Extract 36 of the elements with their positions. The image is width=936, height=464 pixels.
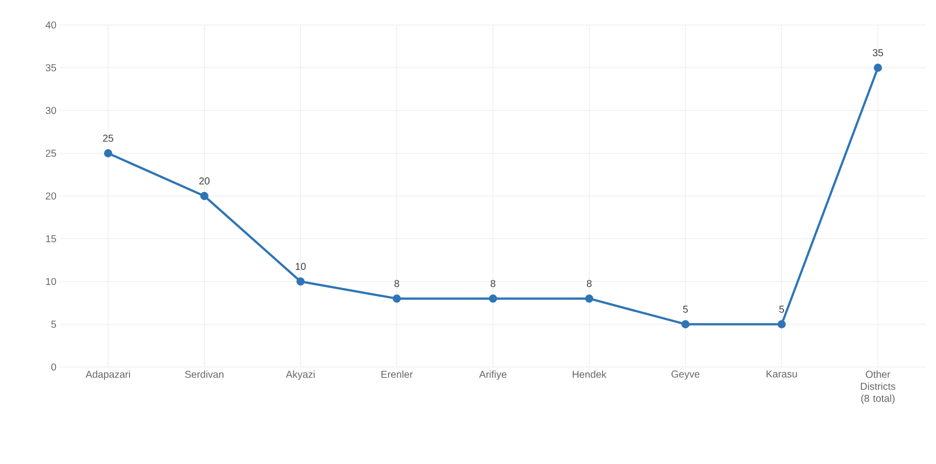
- data-label: 25: [103, 134, 114, 142]
- x-tick-label: Hendek: [572, 370, 606, 378]
- data-label: 35: [872, 49, 884, 56]
- x-tick-label: Adapazari: [86, 370, 130, 380]
- data-label: 8: [586, 280, 592, 288]
- point: [296, 277, 305, 286]
- x-tick-label: Arifiye: [479, 370, 506, 380]
- y-tick-label: 40: [46, 21, 56, 29]
- x-tick-label: Other Districts (8 total): [860, 370, 896, 404]
- x-tick-label: Geyve: [672, 370, 700, 380]
- point: [778, 320, 786, 328]
- y-tick-label: 20: [46, 192, 56, 200]
- x-tick-label: Serdivan: [185, 370, 224, 378]
- y-tick-label: 5: [51, 320, 56, 328]
- x-tick-label: Karasu: [766, 370, 797, 378]
- data-label: 20: [199, 177, 210, 184]
- data-label: 5: [683, 306, 688, 313]
- point: [488, 294, 498, 303]
- point: [874, 64, 882, 72]
- point: [104, 149, 112, 158]
- y-tick-label: 10: [46, 278, 56, 286]
- x-tick-label: Akyazi: [286, 370, 315, 380]
- y-tick-label: 35: [46, 64, 56, 72]
- data-label: 5: [779, 306, 784, 313]
- y-tick-label: 25: [46, 150, 56, 157]
- y-tick-label: 0: [51, 363, 56, 371]
- point: [681, 320, 690, 328]
- y-tick-label: 15: [46, 235, 56, 242]
- x-tick-label: Erenler: [381, 370, 413, 378]
- data-label: 8: [394, 280, 400, 288]
- data-label: 10: [296, 262, 306, 270]
- point: [585, 294, 594, 303]
- y-tick-label: 30: [46, 106, 56, 114]
- data-label: 8: [490, 280, 496, 288]
- point: [392, 294, 401, 303]
- point: [200, 192, 208, 200]
